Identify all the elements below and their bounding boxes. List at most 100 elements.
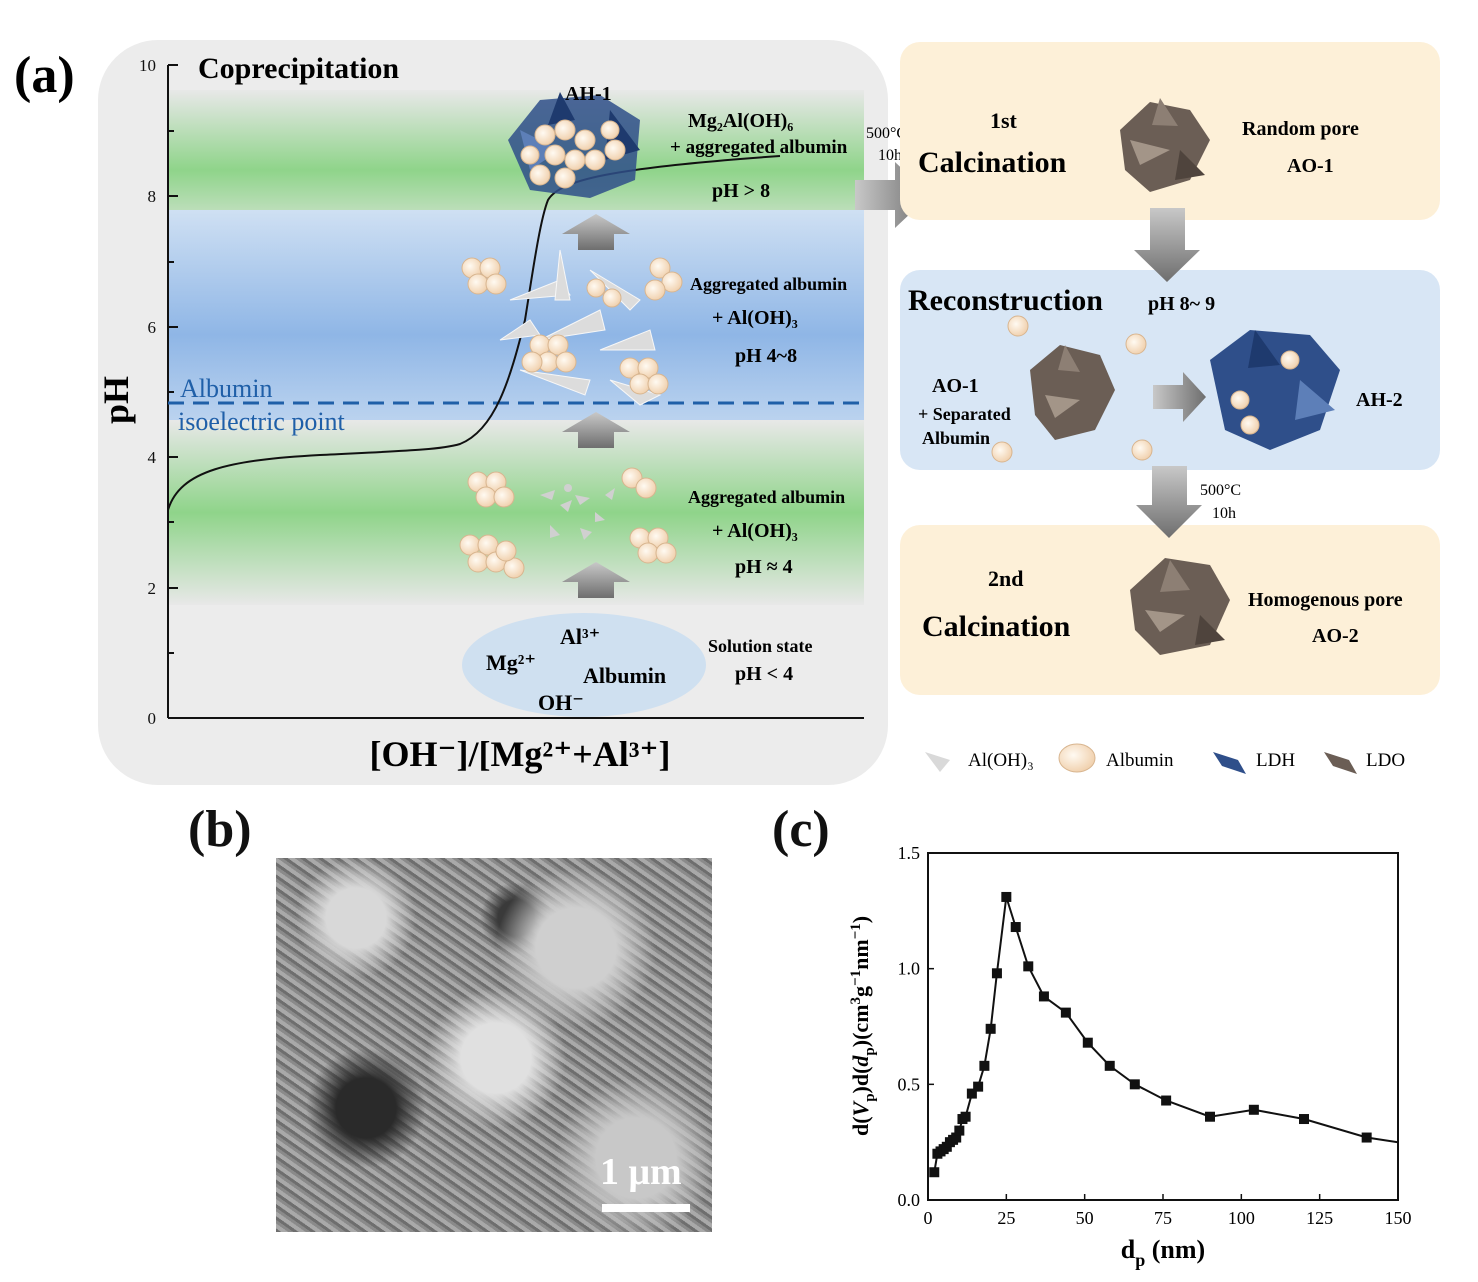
down-arrow-second-calc: [1136, 466, 1202, 538]
x-axis-label: [OH⁻]/[Mg²⁺+Al³⁺]: [369, 734, 670, 774]
data-point: [960, 1111, 971, 1122]
data-point: [1082, 1037, 1093, 1048]
pore-size-chart: dp (nm) d(Vp)d(dp)(cm3g−1nm−1) 0 25 50 75 10…: [848, 843, 1412, 1270]
x-tick-label: 75: [1154, 1208, 1172, 1228]
data-point: [1060, 1007, 1071, 1018]
second-calc-label: Calcination: [922, 610, 1071, 643]
solution-ph: pH < 4: [735, 663, 793, 685]
legend-ldo-icon: [1324, 752, 1357, 774]
reconstruction-title: Reconstruction: [908, 284, 1103, 317]
data-point: [966, 1088, 977, 1099]
legend: Al(OH)₃ Albumin LDH LDO: [925, 743, 1405, 774]
y-axis-label: pH: [96, 376, 136, 424]
random-pore-label: Random pore: [1242, 118, 1359, 140]
ao1-reconstruction-cluster: [1030, 345, 1115, 440]
chart-xlabel: dp (nm): [1121, 1235, 1205, 1270]
y-tick-label: 0.0: [898, 1190, 921, 1210]
reconstruction-in2: + Separated: [918, 404, 1011, 424]
up-arrow-low: [562, 562, 630, 598]
x-tick-label: 125: [1306, 1208, 1333, 1228]
legend-ldh: LDH: [1256, 750, 1295, 771]
y-tick-4: 4: [148, 448, 157, 467]
ah2-label: AH-2: [1356, 389, 1403, 411]
second-arrow-time: 10h: [1212, 505, 1236, 522]
data-point: [991, 968, 1002, 979]
x-tick-label: 100: [1228, 1208, 1255, 1228]
series-line: [933, 896, 1399, 1173]
mid-cluster: [461, 249, 683, 406]
solution-al: Al³⁺: [560, 624, 600, 649]
solution-mg: Mg²⁺: [486, 650, 536, 675]
chart-frame: [927, 852, 1399, 1201]
y-tick-label: 1.5: [898, 843, 921, 863]
data-point: [1038, 991, 1049, 1002]
calc-arrow-time: 10h: [878, 147, 902, 164]
legend-ldo: LDO: [1366, 750, 1405, 771]
low-ph: pH ≈ 4: [735, 556, 793, 578]
ao1-cluster: [1120, 98, 1210, 192]
ah1-cluster: [508, 92, 640, 198]
data-point: [979, 1060, 990, 1071]
data-point: [954, 1125, 965, 1136]
solution-state: Solution state: [708, 636, 813, 656]
ao2-code: AO-2: [1312, 625, 1359, 647]
x-tick-label: 150: [1385, 1208, 1412, 1228]
up-arrow-high: [562, 214, 630, 250]
y-tick-6: 6: [148, 318, 157, 337]
data-point: [929, 1167, 940, 1178]
reconstruction-ph: pH 8~ 9: [1148, 293, 1215, 315]
ah1-ph: pH > 8: [712, 180, 770, 202]
coprecipitation-title: Coprecipitation: [198, 52, 399, 85]
x-tick-label: 0: [924, 1208, 933, 1228]
x-tick-label: 25: [997, 1208, 1015, 1228]
homogenous-pore-label: Homogenous pore: [1248, 589, 1403, 611]
data-point: [1023, 961, 1034, 972]
panel-a-label: (a): [14, 47, 75, 104]
ao2-cluster: [1130, 558, 1230, 655]
data-point: [973, 1081, 984, 1092]
legend-ldh-icon: [1213, 752, 1246, 774]
data-point: [985, 1023, 996, 1034]
ao1-code: AO-1: [1287, 155, 1334, 177]
data-point: [1001, 891, 1012, 902]
first-calc-label: Calcination: [918, 146, 1067, 179]
scale-bar: [602, 1204, 690, 1212]
calc-arrow-temp: 500°C: [866, 125, 907, 142]
data-point: [1361, 1132, 1372, 1143]
sem-image: [276, 858, 712, 1232]
data-point: [1010, 922, 1021, 933]
ph-axis: [167, 64, 864, 719]
scale-bar-text: 1 μm: [600, 1151, 682, 1193]
second-calc-sup: 2nd: [988, 566, 1023, 591]
data-point: [1205, 1111, 1215, 1122]
legend-albumin: Albumin: [1106, 750, 1174, 771]
solution-oh: OH⁻: [538, 690, 584, 715]
low-line1: Aggregated albumin: [688, 487, 845, 507]
reconstruction-arrow: [1153, 372, 1206, 422]
y-tick-label: 0.5: [898, 1074, 921, 1094]
data-point: [1104, 1060, 1115, 1071]
y-tick-label: 1.0: [898, 959, 921, 979]
x-tick-label: 50: [1076, 1208, 1094, 1228]
ah1-formula: Mg₂Al(OH)₆: [688, 110, 793, 132]
data-point: [1299, 1114, 1309, 1125]
chart-ylabel: d(Vp)d(dp)(cm3g−1nm−1): [848, 916, 878, 1136]
mid-ph: pH 4~8: [735, 345, 797, 367]
mid-line1: Aggregated albumin: [690, 274, 847, 294]
data-point: [1129, 1079, 1140, 1090]
y-tick-10: 10: [139, 56, 156, 75]
first-calc-sup: 1st: [990, 108, 1018, 133]
mid-line2: + Al(OH)₃: [712, 307, 798, 329]
low-line2: + Al(OH)₃: [712, 520, 798, 542]
solution-ellipse: [462, 613, 706, 717]
low-cluster: [459, 467, 677, 579]
isoelectric-label-2: isoelectric point: [178, 407, 346, 436]
ah2-cluster: [1210, 330, 1340, 450]
ah1-desc: + aggregated albumin: [670, 137, 848, 158]
solution-albumin: Albumin: [583, 663, 666, 688]
y-tick-8: 8: [148, 187, 157, 206]
ah1-label: AH-1: [565, 83, 612, 105]
isoelectric-label-1: Albumin: [180, 374, 272, 403]
reconstruction-in3: Albumin: [922, 428, 990, 448]
down-arrow-reconstruction: [1134, 208, 1200, 282]
